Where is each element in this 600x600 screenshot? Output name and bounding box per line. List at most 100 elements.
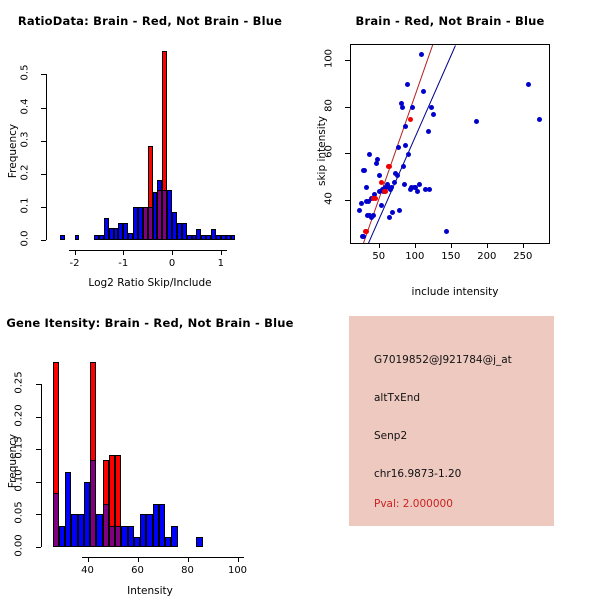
ratio-hist-y-tick bbox=[41, 74, 46, 76]
ratio-hist-x-ticklabel: -1 bbox=[118, 258, 129, 269]
scatter-x-tick bbox=[414, 243, 416, 248]
scatter-point-blue bbox=[414, 189, 420, 195]
ratio-histogram-xlabel: Log2 Ratio Skip/Include bbox=[88, 277, 212, 289]
scatter-point-blue bbox=[537, 117, 543, 123]
scatter-point-blue bbox=[406, 151, 412, 157]
scatter-y-tick bbox=[345, 200, 350, 202]
scatter-point-blue bbox=[526, 82, 532, 88]
scatter-point-blue bbox=[365, 198, 371, 204]
scatter-point-red bbox=[387, 163, 393, 169]
scatter-point-blue bbox=[404, 82, 410, 88]
gene-info-box: G7019852@J921784@j_at altTxEnd Senp2 chr… bbox=[349, 316, 554, 526]
info-pval: Pval: 2.000000 bbox=[374, 498, 453, 510]
scatter-point-blue bbox=[390, 210, 396, 216]
ratio-hist-bar-blue bbox=[211, 229, 216, 240]
scatter-point-blue bbox=[398, 100, 404, 106]
scatter-point-blue bbox=[375, 156, 381, 162]
scatter-x-ticklabel: 100 bbox=[405, 251, 425, 262]
gene-hist-bar-blue bbox=[127, 526, 134, 547]
gene-hist-bar-overlap bbox=[115, 526, 122, 547]
ratio-histogram-panel: RatioData: Brain - Red, Not Brain - Blue… bbox=[0, 0, 300, 300]
gene-hist-y-tick bbox=[36, 514, 41, 516]
scatter-point-blue bbox=[360, 233, 366, 239]
ratio-hist-bar-blue bbox=[206, 235, 211, 240]
ratio-hist-y-ticklabel: 0.2 bbox=[19, 164, 31, 181]
scatter-y-ticklabel: 100 bbox=[323, 49, 335, 69]
scatter-point-blue bbox=[416, 182, 422, 188]
scatter-point-blue bbox=[396, 144, 402, 150]
scatter-x-ticklabel: 150 bbox=[441, 251, 461, 262]
ratio-hist-x-ticklabel: 1 bbox=[217, 258, 224, 269]
gene-hist-bar-overlap bbox=[102, 504, 109, 547]
ratio-hist-bar-blue bbox=[215, 235, 221, 240]
ratio-hist-y-tick bbox=[41, 140, 46, 142]
ratio-hist-bar-blue bbox=[98, 235, 104, 240]
gene-intensity-histogram-title: Gene Itensity: Brain - Red, Not Brain - … bbox=[6, 316, 294, 330]
gene-hist-x-tick bbox=[187, 557, 189, 562]
ratio-hist-bar-blue bbox=[176, 223, 182, 240]
scatter-x-ticklabel: 200 bbox=[477, 251, 497, 262]
scatter-point-blue bbox=[376, 189, 382, 195]
scatter-y-ticklabel: 60 bbox=[323, 145, 335, 159]
ratio-hist-x-tick bbox=[172, 250, 173, 255]
gene-hist-bar-blue bbox=[196, 536, 203, 547]
scatter-y-tick bbox=[345, 106, 350, 108]
ratio-hist-x-tick bbox=[74, 250, 76, 255]
info-chr-location: chr16.9873-1.20 bbox=[374, 468, 462, 480]
ratio-hist-bar-blue bbox=[118, 223, 124, 240]
scatter-point-blue bbox=[413, 184, 419, 190]
gene-info-panel: G7019852@J921784@j_at altTxEnd Senp2 chr… bbox=[300, 300, 600, 600]
scatter-point-blue bbox=[429, 105, 435, 111]
scatter-point-blue bbox=[410, 105, 416, 111]
ratio-hist-y-ticklabel: 0.0 bbox=[19, 230, 31, 247]
scatter-point-blue bbox=[362, 168, 368, 174]
gene-intensity-xlabel: Intensity bbox=[127, 585, 173, 597]
ratio-hist-bar-overlap bbox=[142, 206, 148, 240]
gene-hist-bar-blue bbox=[83, 481, 90, 547]
scatter-x-tick bbox=[522, 243, 524, 248]
scatter-point-red bbox=[364, 228, 370, 234]
intensity-scatter-panel: Brain - Red, Not Brain - Blue skip inten… bbox=[300, 0, 600, 300]
ratio-hist-bar-blue bbox=[230, 235, 236, 240]
scatter-point-red bbox=[407, 117, 413, 123]
scatter-y-tick bbox=[345, 60, 350, 62]
scatter-point-blue bbox=[391, 179, 397, 185]
scatter-y-ticklabel: 80 bbox=[323, 99, 335, 112]
gene-hist-x-tick bbox=[237, 557, 239, 562]
gene-hist-bar-overlap bbox=[108, 526, 115, 547]
ratio-hist-x-ticklabel: 0 bbox=[168, 258, 176, 269]
scatter-plot-area bbox=[351, 45, 549, 243]
ratio-hist-bar-blue bbox=[196, 229, 202, 240]
scatter-y-tick bbox=[345, 153, 350, 155]
ratio-histogram-title: RatioData: Brain - Red, Not Brain - Blue bbox=[17, 14, 283, 28]
ratio-histogram-plot-area bbox=[55, 48, 250, 240]
gene-hist-bar-blue bbox=[71, 514, 78, 547]
ratio-hist-bar-blue bbox=[191, 235, 197, 240]
ratio-hist-y-ticklabel: 0.4 bbox=[19, 98, 31, 115]
ratio-hist-bar-blue bbox=[123, 223, 129, 240]
ratio-hist-bar-blue bbox=[181, 223, 187, 240]
intensity-scatter-title: Brain - Red, Not Brain - Blue bbox=[355, 14, 545, 28]
ratio-hist-bar-blue bbox=[152, 192, 158, 240]
scatter-fit-line bbox=[367, 45, 456, 243]
scatter-point-blue bbox=[363, 184, 369, 190]
ratio-hist-bar-overlap bbox=[147, 206, 153, 240]
scatter-point-blue bbox=[397, 207, 403, 213]
scatter-point-blue bbox=[425, 128, 431, 134]
gene-hist-bar-blue bbox=[146, 514, 153, 547]
gene-hist-bar-overlap bbox=[52, 492, 59, 547]
scatter-point-blue bbox=[383, 184, 389, 190]
scatter-point-blue bbox=[400, 105, 406, 111]
scatter-point-blue bbox=[359, 200, 365, 206]
ratio-hist-bar-blue bbox=[74, 235, 80, 240]
ratio-hist-bar-blue bbox=[103, 218, 109, 240]
scatter-y-ticklabel: 40 bbox=[323, 192, 335, 205]
ratio-hist-bar-blue bbox=[108, 228, 114, 240]
ratio-hist-bar-overlap bbox=[162, 190, 168, 240]
scatter-point-blue bbox=[372, 191, 378, 197]
gene-hist-y-ticklabel: 0.25 bbox=[13, 371, 25, 394]
scatter-point-blue bbox=[386, 214, 392, 220]
gene-hist-x-ticklabel: 80 bbox=[181, 565, 194, 576]
ratio-hist-bar-blue bbox=[94, 235, 99, 240]
scatter-point-red bbox=[383, 189, 389, 195]
